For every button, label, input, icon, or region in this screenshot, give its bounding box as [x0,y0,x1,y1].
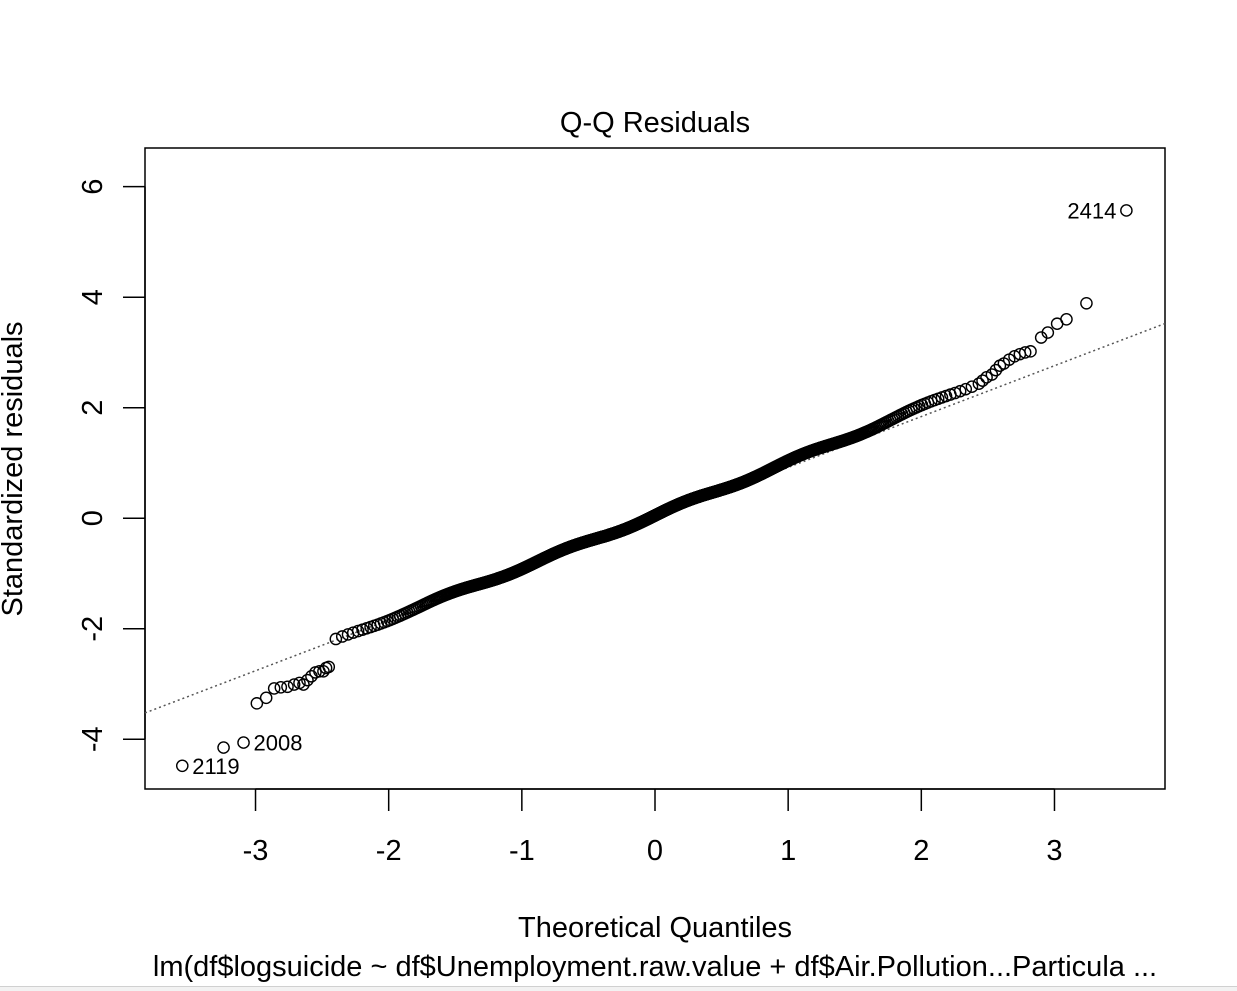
qq-point [217,741,230,754]
point-labels: 2414 2008 2119 [192,198,1116,778]
qq-point [267,682,281,695]
qq-point [297,678,310,691]
y-tick-label: 6 [77,179,109,195]
qq-point [948,386,962,400]
qq-point [175,759,189,773]
x-axis-label: Theoretical Quantiles [518,912,792,944]
point-label: 2008 [254,731,303,756]
qq-point [972,377,986,391]
y-tick-label: -4 [77,726,109,752]
point-label: 2414 [1067,198,1116,223]
y-axis-label: Standardized residuals [0,321,29,616]
x-tick-label: 1 [780,835,796,867]
qq-point [322,660,336,674]
plot-frame [144,147,1166,790]
point-label: 2119 [192,754,239,779]
x-tick-label: 2 [913,835,929,867]
x-tick-label: 0 [647,835,663,867]
qq-point [976,374,989,387]
window-bottom-edge [0,986,1237,991]
y-tick-label: 0 [77,510,109,526]
qq-point [1041,326,1055,339]
qq-point [274,681,288,694]
qq-point [1080,296,1093,310]
model-formula-subtitle: lm(df$logsuicide ~ df$Unemployment.raw.v… [153,951,1157,983]
y-tick-label: -2 [77,616,109,642]
x-tick-label: 3 [1046,835,1062,867]
qq-point [287,678,301,691]
data-points [175,204,1133,773]
y-tick-label: 4 [77,289,109,305]
qq-point [281,680,294,694]
x-axis: -3 -2 -1 0 1 2 3 [243,788,1063,867]
x-tick-label: -3 [243,835,269,867]
qq-point [985,368,999,381]
qq-point [335,630,349,643]
y-axis: -4 -2 0 2 4 6 [77,179,146,752]
qq-point [989,363,1003,377]
qq-point [301,673,314,687]
qq-point [1018,346,1032,359]
qq-point [1008,350,1021,363]
qq-point [329,632,343,646]
qq-point [1120,204,1133,217]
qq-point [1024,345,1037,358]
x-tick-label: -1 [509,835,535,867]
qq-point [250,697,264,710]
qq-point [1060,313,1073,326]
qq-point [953,384,967,398]
chart-title: Q-Q Residuals [560,107,750,139]
y-tick-label: 2 [77,400,109,416]
qq-point [959,382,973,396]
qq-point [237,736,250,749]
qq-point [259,691,273,705]
qq-point [965,380,979,394]
x-tick-label: -2 [376,835,402,867]
